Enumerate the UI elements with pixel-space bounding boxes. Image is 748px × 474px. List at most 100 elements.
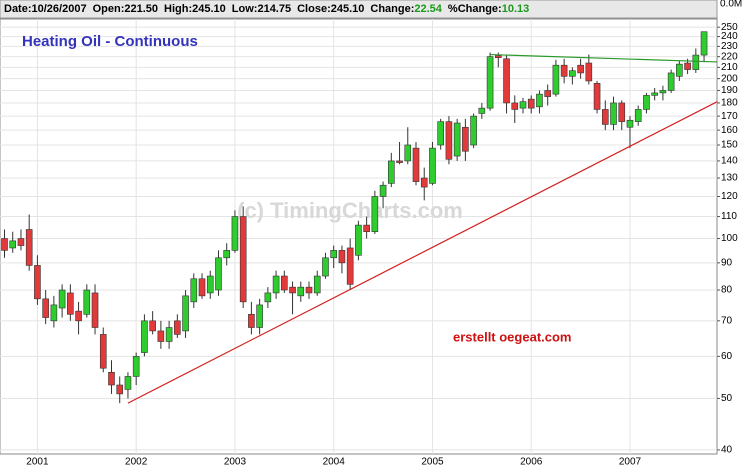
candle-body [388, 160, 395, 184]
y-tick-label: 90 [721, 257, 733, 268]
y-tick-label: 60 [721, 351, 733, 362]
candle-body [108, 372, 115, 386]
candle-body [486, 56, 494, 109]
y-tick-label: 210 [721, 62, 738, 73]
candle-body [527, 98, 535, 109]
candle-body [494, 55, 502, 59]
y-tick-label: 190 [721, 85, 738, 96]
y-tick-label: 40 [721, 445, 733, 456]
candle-body [577, 64, 584, 74]
candle-body [75, 310, 82, 322]
marks [1, 31, 718, 404]
candle-body [371, 196, 379, 233]
y-tick-label: 180 [721, 98, 738, 109]
header-label: Low: [232, 3, 258, 15]
header-label: Open: [93, 3, 125, 15]
candle-body [560, 64, 568, 77]
candle-body [700, 31, 708, 56]
grid: 40 50 60 70 80 90 100 110 120 130 140 150 160 170 180 1… [0, 19, 738, 468]
x-tick-label: 2004 [323, 457, 346, 468]
candle-body [544, 90, 551, 97]
candle-body [643, 95, 650, 110]
y-tick-label: 200 [721, 73, 738, 84]
candle-body [585, 62, 593, 82]
header: Date:10/26/2007 Open:221.50 High:245.10 Low… [4, 3, 529, 15]
candle-body [618, 102, 626, 122]
candle-body [363, 224, 370, 233]
header-value: 245.10 [192, 3, 226, 15]
x-tick-label: 2003 [224, 457, 247, 468]
candle-body [404, 144, 412, 162]
candle-body [379, 184, 387, 197]
header-value: 214.75 [257, 3, 291, 15]
candle-body [42, 298, 49, 318]
y-tick-label: 240 [721, 31, 738, 42]
header-value: 22.54 [414, 3, 442, 15]
candle-body [223, 250, 231, 259]
candle-body [684, 62, 691, 70]
candle-body [248, 314, 255, 328]
candle-body [174, 320, 181, 335]
candle-body [124, 376, 132, 390]
candle-body [437, 121, 444, 146]
candle-body [190, 278, 198, 303]
candle-body [429, 147, 436, 184]
y-tick-label: 70 [721, 315, 733, 326]
x-tick-label: 2002 [125, 457, 148, 468]
y-tick-label: 220 [721, 51, 738, 62]
candle-body [626, 119, 634, 128]
candle-body [99, 334, 107, 369]
candle-body [264, 292, 272, 303]
candle-body [503, 58, 510, 104]
candle-body [692, 54, 700, 70]
y-tick-label: 140 [721, 156, 738, 167]
x-tick-label: 2005 [421, 457, 444, 468]
x-tick-label: 2001 [26, 457, 49, 468]
candle-body [50, 304, 58, 322]
candle-body [141, 320, 148, 353]
volume-label: 0.0M [720, 0, 742, 10]
header-label: High: [164, 3, 192, 15]
candle-body [239, 216, 247, 303]
header-value: 245.10 [331, 3, 365, 15]
candle-body [58, 289, 66, 309]
y-tick-label: 150 [721, 140, 738, 151]
y-tick-label: 230 [721, 41, 738, 52]
candle-body [396, 160, 403, 163]
candle-body [470, 115, 477, 146]
candle-body [569, 70, 576, 77]
candle-body [536, 93, 543, 108]
header-bar [0, 0, 718, 19]
candle-body [67, 292, 74, 315]
candle-body [634, 109, 642, 122]
y-tick-label: 50 [721, 393, 733, 404]
x-tick-label: 2006 [520, 457, 543, 468]
candle-body [165, 327, 173, 342]
candle-body [420, 177, 428, 188]
candle-body [25, 229, 33, 266]
y-tick-label: 110 [721, 211, 737, 222]
candle-body [676, 63, 683, 77]
candle-body [412, 147, 420, 182]
watermark: (c) TimingCharts.com [237, 198, 463, 223]
candle-body [478, 107, 486, 114]
candle-body [256, 304, 263, 328]
candle-body [651, 92, 658, 96]
candle-body [667, 72, 675, 91]
candle-body [281, 275, 288, 291]
candle-body [519, 101, 527, 109]
y-tick-label: 120 [721, 191, 738, 202]
trend-line [490, 53, 718, 63]
candle-body [338, 250, 346, 264]
candle-body [453, 122, 461, 157]
header-text: Date:10/26/2007 Open:221.50 High:245.10 Low… [4, 3, 529, 15]
candle-body [445, 121, 453, 160]
candle-body [149, 320, 156, 332]
candle-body [116, 384, 124, 395]
header-label: Close: [297, 3, 331, 15]
candle-body [206, 275, 214, 294]
candle-body [305, 286, 313, 294]
candle-body [462, 126, 469, 152]
candle-body [157, 330, 165, 342]
